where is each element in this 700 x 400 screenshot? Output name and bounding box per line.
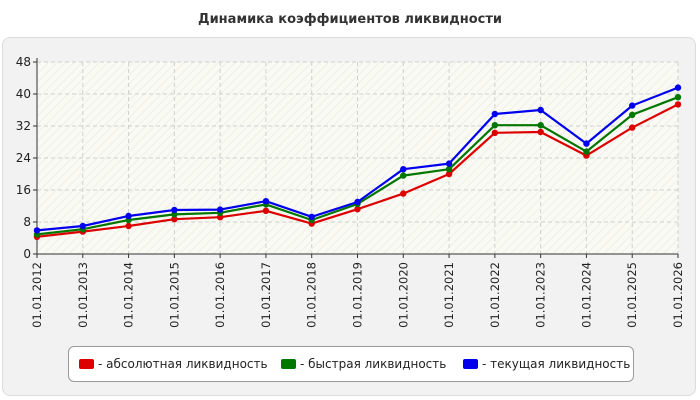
data-point-current	[308, 213, 315, 220]
x-tick-label: 01.01.2012	[30, 262, 44, 328]
x-tick-label: 01.01.2018	[305, 262, 319, 328]
data-point-quick	[445, 166, 453, 173]
data-point-current	[171, 206, 178, 214]
legend-label-quick: - быстрая ликвидность	[300, 357, 447, 371]
data-point-current	[445, 160, 453, 167]
legend-item-current: - текущая ликвидность	[463, 347, 630, 381]
x-tick-label: 01.01.2026	[671, 262, 685, 328]
y-tick-label: 8	[23, 215, 31, 229]
data-point-quick	[171, 211, 178, 218]
x-tick-label: 01.01.2024	[579, 262, 593, 328]
x-tick-label: 01.01.2013	[76, 262, 90, 328]
x-tick-label: 01.01.2015	[167, 262, 181, 328]
x-tick-label: 01.01.2022	[488, 262, 502, 328]
legend-label-current: - текущая ликвидность	[482, 357, 631, 371]
legend-label-absolute: - абсолютная ликвидность	[98, 357, 268, 371]
data-point-absolute	[171, 216, 178, 223]
y-tick-label: 0	[23, 247, 31, 261]
x-tick-label: 01.01.2021	[442, 262, 456, 328]
data-point-quick	[537, 122, 544, 129]
data-point-current	[262, 198, 270, 205]
data-point-quick	[674, 94, 682, 101]
legend-item-quick: - быстрая ликвидность	[281, 347, 446, 381]
data-point-current	[125, 212, 132, 220]
y-tick-label: 40	[16, 87, 31, 101]
y-tick-label: 24	[16, 151, 31, 165]
x-tick-label: 01.01.2023	[534, 262, 548, 328]
legend-swatch-quick	[281, 359, 296, 369]
y-tick-label: 16	[16, 183, 31, 197]
data-point-quick	[583, 148, 590, 155]
data-point-current	[216, 206, 224, 213]
data-point-current	[537, 106, 544, 114]
x-tick-label: 01.01.2014	[122, 262, 136, 328]
legend: - абсолютная ликвидность - быстрая ликви…	[68, 346, 634, 382]
chart-title: Динамика коэффициентов ликвидности	[198, 12, 502, 27]
data-point-absolute	[354, 206, 361, 213]
data-point-current	[583, 140, 590, 147]
data-point-current	[491, 110, 499, 118]
data-point-current	[79, 222, 86, 230]
data-point-current	[674, 84, 682, 91]
data-point-absolute	[216, 214, 224, 221]
data-point-quick	[400, 172, 407, 179]
data-point-current	[33, 227, 41, 234]
legend-swatch-absolute	[79, 359, 94, 369]
x-tick-label: 01.01.2016	[213, 262, 227, 328]
data-point-absolute	[537, 128, 544, 136]
data-point-quick	[491, 122, 499, 129]
y-tick-label: 48	[16, 55, 31, 69]
data-point-current	[629, 102, 636, 109]
legend-item-absolute: - абсолютная ликвидность	[79, 347, 268, 381]
x-tick-label: 01.01.2020	[396, 262, 410, 328]
legend-swatch-current	[463, 359, 478, 369]
x-tick-label: 01.01.2017	[259, 262, 273, 328]
data-point-absolute	[125, 222, 132, 230]
x-tick-label: 01.01.2019	[351, 262, 365, 328]
data-point-absolute	[445, 170, 453, 178]
data-point-absolute	[629, 124, 636, 131]
y-tick-label: 32	[16, 119, 31, 133]
data-point-quick	[629, 111, 636, 119]
data-point-absolute	[262, 207, 270, 214]
data-point-absolute	[674, 101, 682, 108]
data-point-current	[400, 166, 407, 173]
x-tick-label: 01.01.2025	[625, 262, 639, 328]
data-point-current	[354, 198, 361, 206]
data-point-absolute	[491, 129, 499, 136]
data-point-absolute	[400, 190, 407, 197]
